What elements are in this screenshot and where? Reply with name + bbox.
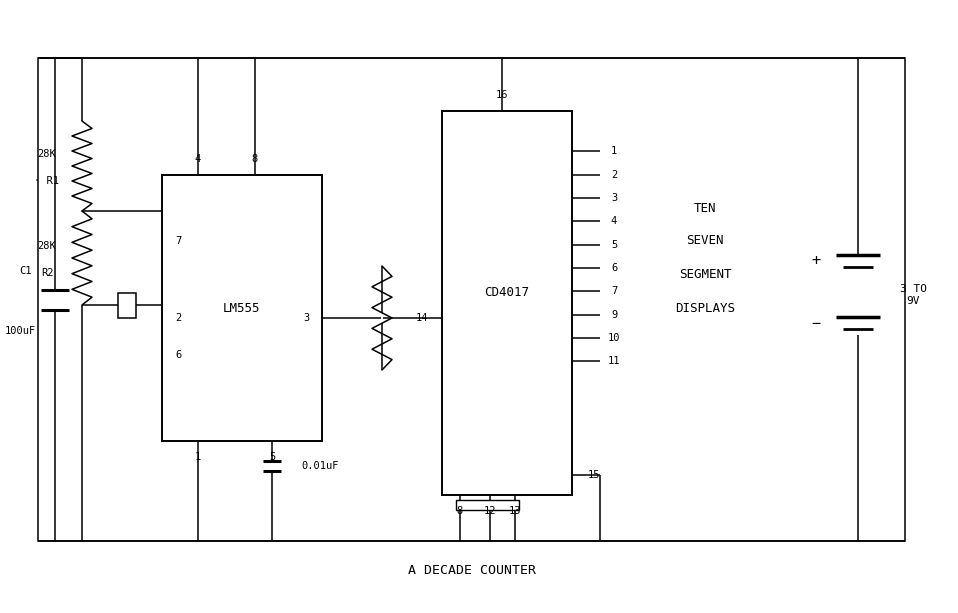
Bar xyxy=(442,111,572,495)
Text: 1: 1 xyxy=(611,146,617,156)
Text: 2: 2 xyxy=(175,313,181,323)
Text: 10: 10 xyxy=(607,333,620,343)
Text: 14: 14 xyxy=(416,313,428,323)
Text: SEVEN: SEVEN xyxy=(686,235,723,248)
Text: 11: 11 xyxy=(607,356,620,366)
Text: R2: R2 xyxy=(41,268,54,278)
Text: +: + xyxy=(811,254,821,268)
Text: 28K: 28K xyxy=(37,241,57,251)
Text: 28K: 28K xyxy=(37,149,57,159)
Text: 15: 15 xyxy=(588,470,601,480)
Text: 4: 4 xyxy=(611,216,617,226)
Text: 8: 8 xyxy=(252,154,258,164)
Bar xyxy=(118,292,136,318)
Text: 3: 3 xyxy=(303,313,309,323)
Text: 6: 6 xyxy=(175,350,181,360)
Text: 16: 16 xyxy=(495,90,509,100)
Text: 13: 13 xyxy=(509,506,521,516)
Text: 6: 6 xyxy=(611,263,617,273)
Text: SEGMENT: SEGMENT xyxy=(679,268,731,281)
Text: 3 TO
9V: 3 TO 9V xyxy=(900,284,926,306)
Text: C1: C1 xyxy=(19,267,32,276)
Text: TEN: TEN xyxy=(694,202,717,215)
Text: 5: 5 xyxy=(269,452,275,462)
Text: · R1: · R1 xyxy=(34,176,59,186)
Bar xyxy=(38,58,905,541)
Text: 3: 3 xyxy=(611,193,617,203)
Text: 7: 7 xyxy=(175,236,181,246)
Text: 1: 1 xyxy=(194,452,201,462)
Text: −: − xyxy=(811,316,821,330)
Text: DISPLAYS: DISPLAYS xyxy=(675,302,735,314)
Bar xyxy=(162,175,322,441)
Text: 100uF: 100uF xyxy=(5,327,35,337)
Text: 2: 2 xyxy=(611,170,617,180)
Text: 8: 8 xyxy=(457,506,463,516)
Text: CD4017: CD4017 xyxy=(485,286,530,300)
Text: 5: 5 xyxy=(611,240,617,250)
Text: 7: 7 xyxy=(611,286,617,296)
Text: 0.01uF: 0.01uF xyxy=(301,461,339,471)
Text: 9: 9 xyxy=(611,310,617,320)
Text: 4: 4 xyxy=(194,154,201,164)
Text: LM555: LM555 xyxy=(223,302,261,314)
Bar xyxy=(456,500,519,510)
Text: A DECADE COUNTER: A DECADE COUNTER xyxy=(408,565,536,577)
Text: 12: 12 xyxy=(484,506,496,516)
